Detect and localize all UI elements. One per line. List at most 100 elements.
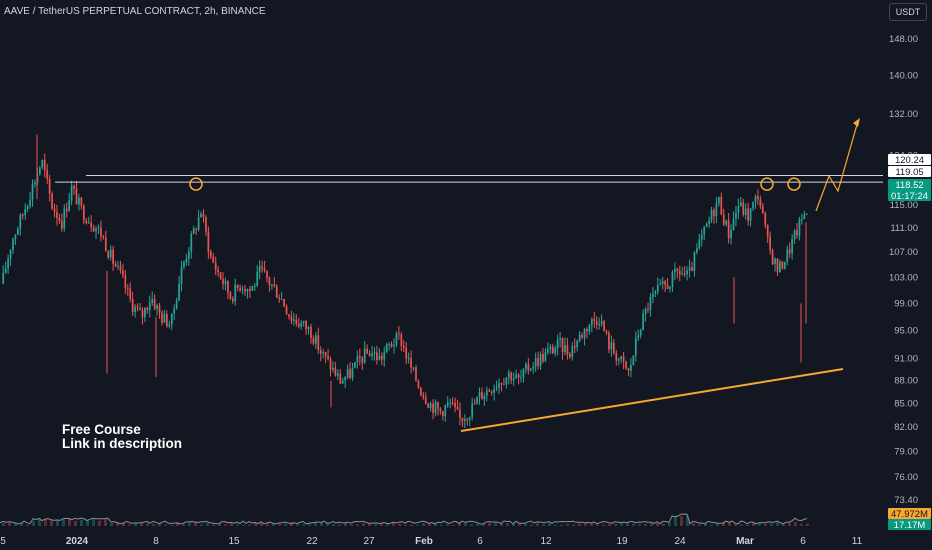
candle-body [483, 395, 486, 400]
volume-bar [158, 523, 161, 526]
price-tick-label: 95.00 [894, 325, 918, 336]
candle-body [92, 227, 95, 232]
candle-body [442, 411, 444, 416]
volume-bar [560, 524, 563, 526]
volume-bar [800, 523, 803, 526]
time-tick-label: 19 [616, 536, 628, 547]
candle-body [437, 402, 439, 409]
time-tick-label: Mar [736, 536, 754, 547]
candle-body [349, 369, 351, 378]
volume-label-last-bg [888, 519, 931, 530]
volume-bar [248, 524, 251, 526]
candle-body [522, 369, 525, 378]
volume-bar [56, 520, 59, 526]
volume-bar [656, 523, 659, 526]
price-label-level-low: 119.05 [895, 167, 923, 178]
price-label-countdown-bg [888, 190, 931, 201]
candle-body [363, 348, 366, 363]
candle-body [126, 288, 129, 290]
candle-body [300, 323, 303, 327]
candle-body [17, 228, 19, 235]
candle-body [791, 239, 793, 254]
candle-body [737, 206, 740, 213]
volume-bar [386, 524, 389, 526]
volume-bar [410, 524, 413, 526]
candle-body [415, 367, 417, 381]
candle-body [576, 340, 579, 348]
volume-bar [230, 522, 233, 526]
candle-body [549, 346, 552, 350]
volume-bar [530, 524, 533, 526]
candle-body [786, 249, 789, 262]
candle-body [75, 188, 78, 205]
candle-body [214, 262, 217, 270]
candle-body [209, 251, 212, 257]
candle-body [319, 350, 322, 354]
candle-body [547, 349, 549, 353]
volume-bar [488, 523, 491, 526]
candle-body [100, 227, 102, 237]
candle-body [139, 308, 141, 311]
volume-bar [428, 523, 431, 526]
candle-body [544, 352, 547, 362]
candle-body [46, 170, 49, 179]
candle-body [229, 292, 232, 299]
candle-body [710, 210, 713, 221]
candle-body [82, 205, 85, 221]
volume-bar [110, 522, 113, 526]
candle-body [178, 283, 180, 301]
candle-body [627, 368, 630, 371]
currency-selector[interactable]: USDT [889, 3, 927, 21]
candle-body [754, 196, 757, 203]
candle-body [341, 380, 344, 384]
candle-body [468, 417, 471, 420]
candle-body [168, 324, 171, 327]
volume-bar [470, 524, 473, 526]
candle-body [630, 365, 632, 371]
volume-bar [434, 522, 437, 526]
volume-bar [698, 524, 701, 526]
time-tick-label: 12 [540, 536, 552, 547]
volume-bar [290, 522, 293, 526]
candle-body [612, 342, 615, 354]
candle-body [639, 329, 642, 336]
volume-bar [314, 522, 317, 526]
candle-body [424, 397, 427, 404]
volume-bar [368, 522, 371, 526]
volume-bar [500, 522, 503, 526]
candle-body [246, 288, 249, 292]
time-tick-label: 6 [800, 536, 806, 547]
volume-line [0, 513, 808, 525]
volume-bar [92, 518, 95, 526]
candle-body [251, 286, 254, 291]
time-tick-label: 27 [363, 536, 375, 547]
candle-body [432, 403, 434, 413]
candle-body [212, 256, 215, 263]
candle-body [2, 272, 5, 284]
candle-body [317, 335, 320, 351]
candle-body [422, 395, 425, 398]
time-tick-label: 22 [306, 536, 318, 547]
candle-body [190, 233, 193, 252]
candle-body [268, 278, 271, 285]
candle-body [119, 265, 122, 271]
volume-bar [764, 523, 767, 526]
candle-body [573, 346, 576, 348]
price-tick-label: 115.00 [890, 200, 918, 211]
candle-body [444, 405, 447, 416]
candle-body [669, 286, 671, 289]
volume-bar [416, 524, 419, 526]
candle-body [439, 408, 442, 412]
candle-body [122, 270, 124, 276]
candle-body [180, 267, 183, 284]
volume-bar [422, 523, 425, 526]
volume-bar [392, 522, 395, 526]
candle-body [713, 210, 715, 217]
volume-bar [776, 522, 779, 526]
price-tick-label: 85.00 [894, 399, 918, 410]
volume-bar [578, 523, 581, 526]
annotation-line-1: Free Course [62, 422, 141, 437]
volume-bar [482, 523, 485, 526]
price-axis-panel [883, 0, 932, 550]
